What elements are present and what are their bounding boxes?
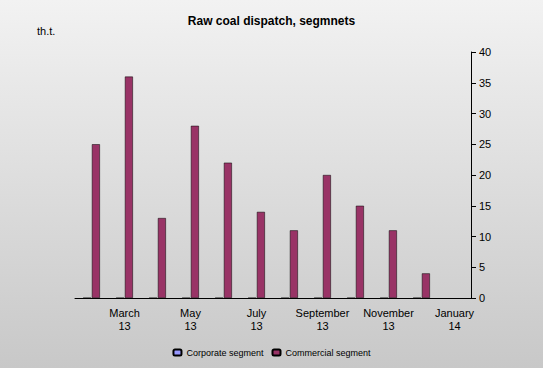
svg-text:Commercial segment: Commercial segment (286, 348, 372, 358)
svg-text:13: 13 (316, 320, 328, 332)
svg-text:25: 25 (479, 138, 491, 150)
svg-text:14: 14 (448, 320, 460, 332)
svg-text:13: 13 (250, 320, 262, 332)
svg-text:0: 0 (479, 292, 485, 304)
svg-text:Corporate segment: Corporate segment (186, 348, 264, 358)
svg-text:40: 40 (479, 46, 491, 58)
svg-text:November: November (363, 307, 414, 319)
svg-text:March: March (109, 307, 140, 319)
svg-text:July: July (247, 307, 267, 319)
svg-text:20: 20 (479, 169, 491, 181)
svg-text:10: 10 (479, 231, 491, 243)
svg-text:13: 13 (382, 320, 394, 332)
svg-text:13: 13 (118, 320, 130, 332)
svg-text:September: September (296, 307, 350, 319)
svg-text:13: 13 (184, 320, 196, 332)
svg-text:35: 35 (479, 77, 491, 89)
svg-text:May: May (180, 307, 201, 319)
svg-text:5: 5 (479, 261, 485, 273)
svg-text:Raw coal dispatch, segmnets: Raw coal dispatch, segmnets (188, 14, 356, 28)
svg-text:January: January (435, 307, 475, 319)
svg-text:15: 15 (479, 200, 491, 212)
svg-text:30: 30 (479, 108, 491, 120)
svg-text:th.t.: th.t. (37, 25, 55, 37)
